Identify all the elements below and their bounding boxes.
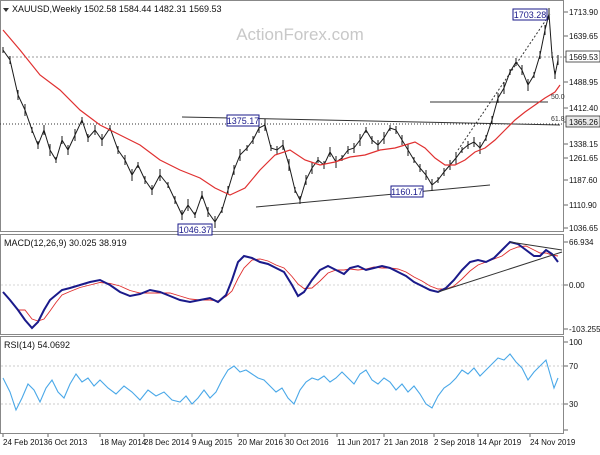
macd-panel-frame [0,234,564,335]
fib-618-label: 61.8 [551,116,565,123]
price-tick-label: 1569.53 [569,53,598,62]
macd-support-trendline [437,251,563,293]
macd-line [2,240,559,330]
macd-resistance-trendline [509,241,563,251]
x-tick-label: 20 Mar 2016 [238,438,283,447]
x-tick-label: 9 Aug 2015 [192,438,233,447]
price-tick-label: 1713.90 [569,8,598,17]
x-tick-label: 28 Dec 2014 [144,438,190,447]
x-tick-label: 2 Sep 2018 [434,438,475,447]
annotation-low: 1046.37 [177,223,213,236]
annotation-high: 1703.28 [512,8,548,21]
macd-title: MACD(12,26,9) 30.025 38.919 [4,238,127,248]
support-trendline [255,184,491,208]
fib-50-label: 50.0 [551,94,565,101]
x-tick-label: 11 Jun 2017 [337,438,381,447]
annotation-high-text: 1703.28 [514,10,547,20]
macd-series-layer [1,240,563,330]
rsi-line [2,353,559,412]
macd-tick-label: 66.934 [569,238,594,247]
price-title: XAUUSD,Weekly 1502.58 1584.44 1482.31 15… [3,4,221,14]
watermark: ActionForex.com [236,25,364,44]
annotation-resistance-text: 1375.17 [227,116,260,126]
annotation-support-text: 1160.17 [391,187,423,197]
macd-y-axis: 66.934 0.00 -103.255 [564,238,600,334]
rsi-tick-label: 30 [569,400,578,409]
price-title-text: XAUUSD,Weekly 1502.58 1584.44 1482.31 15… [12,4,221,14]
annotation-low-text: 1046.37 [179,225,212,235]
x-tick-label: 6 Oct 2013 [48,438,88,447]
price-tick-label: 1365.26 [569,118,598,127]
fib-retracement-line [457,13,551,151]
price-tick-label: 1036.65 [569,224,598,233]
price-tick-label: 1639.65 [569,32,598,41]
annotation-resistance: 1375.17 [226,114,260,127]
rsi-y-axis: 100 70 30 [1,338,583,431]
x-tick-label: 21 Jan 2018 [384,438,429,447]
x-tick-label: 30 Oct 2016 [285,438,329,447]
price-y-axis: 1713.90 1639.65 1569.53 1488.95 1412.40 1365.… [564,8,600,233]
rsi-title: RSI(14) 54.0692 [4,340,70,350]
price-tick-label: 1488.95 [569,78,598,87]
price-tick-label: 1110.90 [569,201,597,210]
x-tick-label: 18 May 2014 [100,438,147,447]
rsi-series-layer [2,353,559,412]
macd-signal-line [2,245,559,322]
macd-tick-label: -103.255 [569,325,600,334]
price-tick-label: 1338.15 [569,140,598,149]
x-tick-label: 14 Apr 2019 [478,438,522,447]
x-tick-label: 24 Feb 2013 [3,438,48,447]
rsi-tick-label: 100 [569,338,583,347]
annotation-support: 1160.17 [390,185,424,198]
price-panel-frame [0,0,564,232]
price-tick-label: 1412.40 [569,104,598,113]
x-tick-label: 24 Nov 2019 [530,438,576,447]
price-tick-label: 1187.60 [569,176,598,185]
macd-tick-label: 0.00 [569,281,585,290]
price-tick-label: 1261.65 [569,154,598,163]
moving-average [2,29,561,196]
rsi-panel-frame [0,336,564,434]
rsi-tick-label: 70 [569,362,578,371]
